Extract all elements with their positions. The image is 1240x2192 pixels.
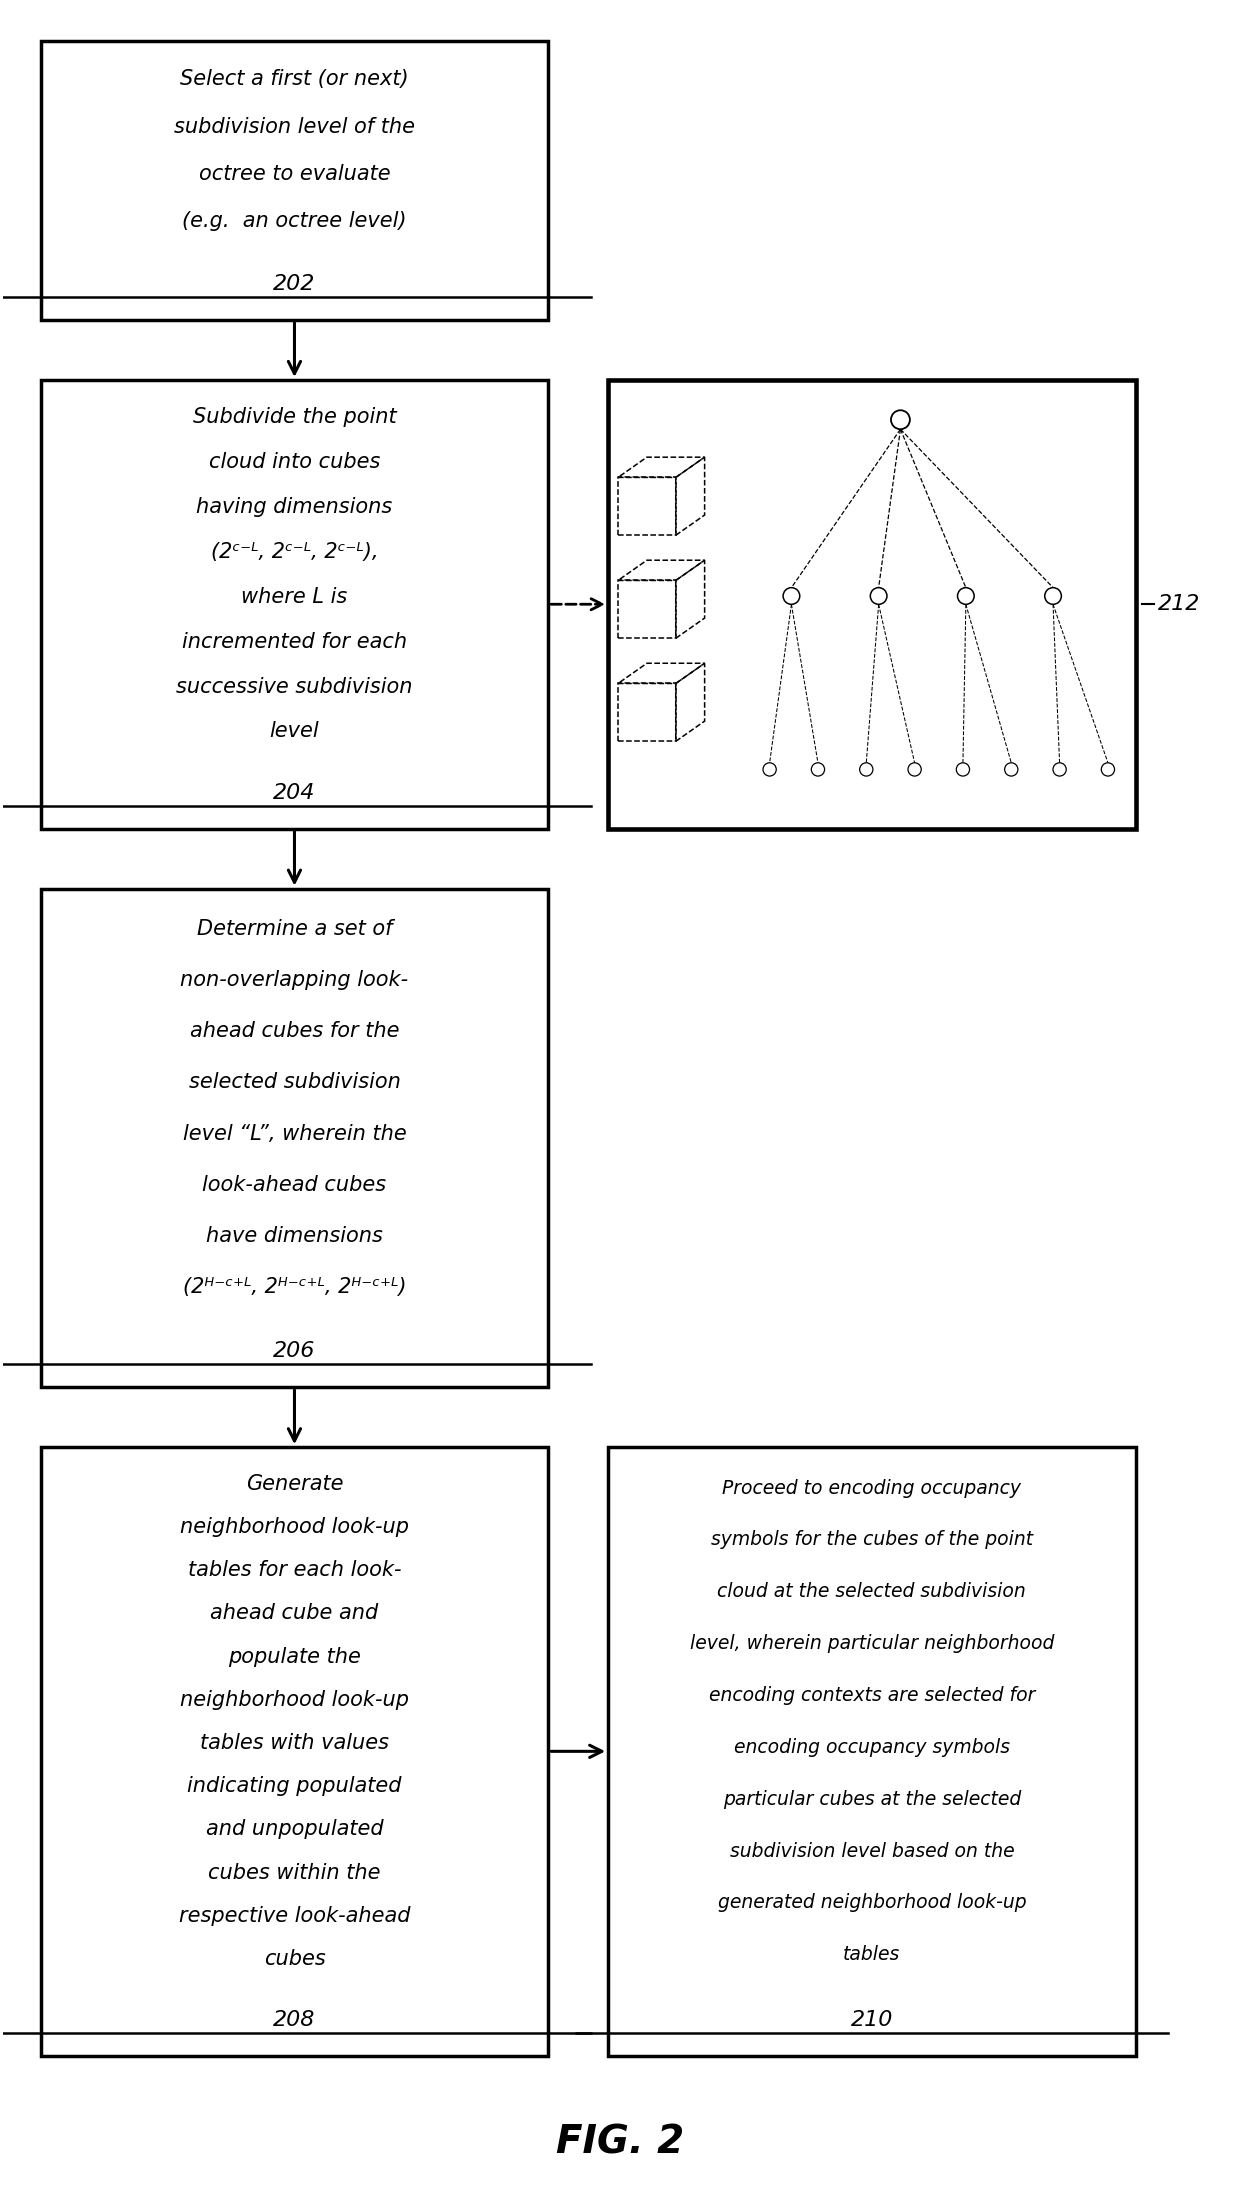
- Text: Determine a set of: Determine a set of: [197, 918, 392, 938]
- Text: encoding occupancy symbols: encoding occupancy symbols: [734, 1738, 1009, 1756]
- Bar: [41, 1447, 548, 2056]
- Circle shape: [892, 410, 910, 430]
- Text: subdivision level of the: subdivision level of the: [174, 116, 415, 136]
- Text: where L is: where L is: [242, 587, 347, 607]
- Circle shape: [1004, 763, 1018, 776]
- Bar: [41, 42, 548, 320]
- Text: Generate: Generate: [246, 1473, 343, 1493]
- Text: Proceed to encoding occupancy: Proceed to encoding occupancy: [723, 1477, 1022, 1497]
- Text: 210: 210: [851, 2010, 893, 2030]
- Text: populate the: populate the: [228, 1646, 361, 1666]
- Text: cloud at the selected subdivision: cloud at the selected subdivision: [718, 1583, 1027, 1600]
- Text: neighborhood look-up: neighborhood look-up: [180, 1517, 409, 1537]
- Text: subdivision level based on the: subdivision level based on the: [729, 1841, 1014, 1861]
- Bar: [41, 888, 548, 1388]
- Text: Select a first (or next): Select a first (or next): [180, 70, 409, 90]
- Circle shape: [1053, 763, 1066, 776]
- Text: level “L”, wherein the: level “L”, wherein the: [182, 1124, 407, 1144]
- Bar: [608, 1447, 1136, 2056]
- Text: (2ᶜ⁻ᴸ, 2ᶜ⁻ᴸ, 2ᶜ⁻ᴸ),: (2ᶜ⁻ᴸ, 2ᶜ⁻ᴸ, 2ᶜ⁻ᴸ),: [211, 541, 378, 561]
- Text: indicating populated: indicating populated: [187, 1776, 402, 1795]
- Text: 206: 206: [273, 1342, 316, 1361]
- Text: 202: 202: [273, 274, 316, 294]
- Text: (2ᴴ⁻ᶜ⁺ᴸ, 2ᴴ⁻ᶜ⁺ᴸ, 2ᴴ⁻ᶜ⁺ᴸ): (2ᴴ⁻ᶜ⁺ᴸ, 2ᴴ⁻ᶜ⁺ᴸ, 2ᴴ⁻ᶜ⁺ᴸ): [182, 1278, 407, 1298]
- Text: ahead cubes for the: ahead cubes for the: [190, 1021, 399, 1041]
- Circle shape: [956, 763, 970, 776]
- Circle shape: [957, 587, 975, 605]
- Text: symbols for the cubes of the point: symbols for the cubes of the point: [711, 1530, 1033, 1550]
- Circle shape: [859, 763, 873, 776]
- Text: Subdivide the point: Subdivide the point: [192, 408, 397, 427]
- Text: ahead cube and: ahead cube and: [211, 1602, 378, 1624]
- Text: 204: 204: [273, 783, 316, 802]
- Circle shape: [870, 587, 887, 605]
- Text: (e.g.  an octree level): (e.g. an octree level): [182, 210, 407, 232]
- Text: 212: 212: [1158, 594, 1200, 614]
- Text: neighborhood look-up: neighborhood look-up: [180, 1690, 409, 1710]
- Text: 208: 208: [273, 2010, 316, 2030]
- Text: tables for each look-: tables for each look-: [187, 1561, 402, 1580]
- Bar: [41, 379, 548, 829]
- Circle shape: [763, 763, 776, 776]
- Text: octree to evaluate: octree to evaluate: [198, 164, 391, 184]
- Text: successive subdivision: successive subdivision: [176, 677, 413, 697]
- Circle shape: [811, 763, 825, 776]
- Text: and unpopulated: and unpopulated: [206, 1819, 383, 1839]
- Text: cubes within the: cubes within the: [208, 1863, 381, 1883]
- Circle shape: [908, 763, 921, 776]
- Text: cloud into cubes: cloud into cubes: [208, 452, 381, 471]
- Text: tables: tables: [843, 1944, 900, 1964]
- Text: respective look-ahead: respective look-ahead: [179, 1905, 410, 1927]
- Text: have dimensions: have dimensions: [206, 1225, 383, 1245]
- Text: having dimensions: having dimensions: [196, 498, 393, 517]
- Text: generated neighborhood look-up: generated neighborhood look-up: [718, 1894, 1027, 1911]
- Text: look-ahead cubes: look-ahead cubes: [202, 1175, 387, 1195]
- Text: cubes: cubes: [264, 1949, 325, 1968]
- Circle shape: [1101, 763, 1115, 776]
- Text: level: level: [269, 721, 319, 741]
- Text: FIG. 2: FIG. 2: [556, 2124, 684, 2161]
- Text: tables with values: tables with values: [200, 1734, 389, 1754]
- Circle shape: [784, 587, 800, 605]
- Circle shape: [1045, 587, 1061, 605]
- Text: particular cubes at the selected: particular cubes at the selected: [723, 1789, 1021, 1808]
- Text: encoding contexts are selected for: encoding contexts are selected for: [709, 1686, 1035, 1705]
- Text: non-overlapping look-: non-overlapping look-: [180, 971, 408, 991]
- Bar: [608, 379, 1136, 829]
- Text: selected subdivision: selected subdivision: [188, 1072, 401, 1092]
- Text: level, wherein particular neighborhood: level, wherein particular neighborhood: [689, 1633, 1054, 1653]
- Text: incremented for each: incremented for each: [182, 631, 407, 651]
